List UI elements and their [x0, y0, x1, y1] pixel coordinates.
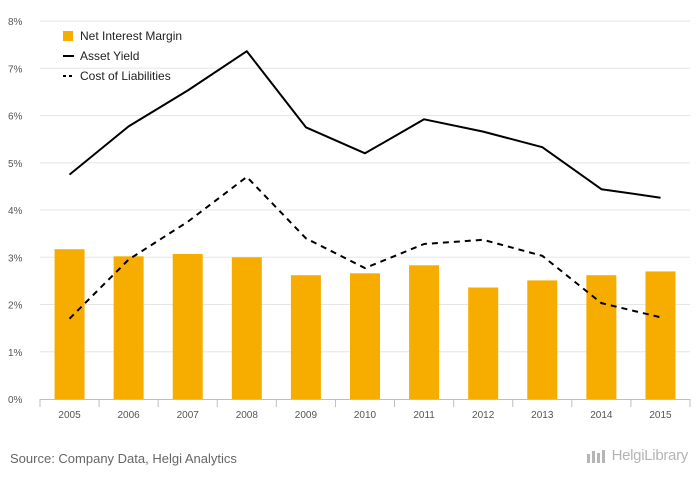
bar: [586, 275, 617, 399]
legend-label: Net Interest Margin: [80, 29, 182, 43]
legend-label: Asset Yield: [80, 49, 139, 63]
bar: [645, 271, 676, 399]
bar: [54, 249, 85, 399]
helgi-logo-icon: [586, 449, 605, 463]
y-tick-label: 1%: [8, 348, 23, 359]
x-tick-label: 2009: [295, 410, 318, 421]
lines: [68, 50, 661, 320]
bar: [409, 265, 440, 399]
y-tick-label: 8%: [8, 17, 23, 28]
x-tick-label: 2013: [531, 410, 554, 421]
bar: [172, 253, 203, 399]
legend: Net Interest Margin Asset Yield Cost of Li…: [63, 29, 182, 83]
y-tick-label: 5%: [8, 159, 23, 170]
watermark-text: HelgiLibrary: [611, 447, 689, 464]
bar: [468, 287, 499, 399]
legend-swatch: [63, 31, 73, 41]
x-tick-label: 2012: [472, 410, 495, 421]
x-tick-label: 2014: [590, 410, 613, 421]
x-tick-label: 2011: [413, 410, 435, 421]
x-axis: 2005 2006 2007 2008 2009 2010 2011 2012 2013 2014…: [39, 399, 691, 421]
bar: [350, 273, 380, 399]
y-tick-label: 2%: [8, 301, 23, 312]
watermark: HelgiLibrary: [586, 447, 688, 464]
y-tick-label: 3%: [8, 253, 23, 264]
x-tick-label: 2010: [354, 410, 377, 421]
y-axis-ticks: 0% 1% 2% 3% 4% 5% 6% 7% 8%: [8, 17, 23, 406]
bar: [231, 257, 262, 399]
x-tick-label: 2007: [177, 410, 200, 421]
y-tick-label: 7%: [8, 64, 23, 75]
line-cost-of-liabilities: [68, 175, 661, 320]
y-tick-label: 4%: [8, 206, 23, 217]
y-tick-label: 6%: [8, 112, 23, 123]
legend-label: Cost of Liabilities: [80, 69, 171, 83]
y-tick-label: 0%: [8, 395, 23, 406]
bar: [527, 280, 558, 399]
x-tick-label: 2006: [118, 410, 141, 421]
x-tick-label: 2005: [58, 410, 81, 421]
x-tick-label: 2008: [236, 410, 259, 421]
source-note: Source: Company Data, Helgi Analytics: [10, 451, 237, 466]
bars-net-interest-margin: [54, 249, 676, 399]
x-tick-label: 2015: [649, 410, 672, 421]
line-asset-yield: [68, 50, 661, 199]
bar: [113, 256, 144, 399]
bar: [290, 275, 321, 399]
